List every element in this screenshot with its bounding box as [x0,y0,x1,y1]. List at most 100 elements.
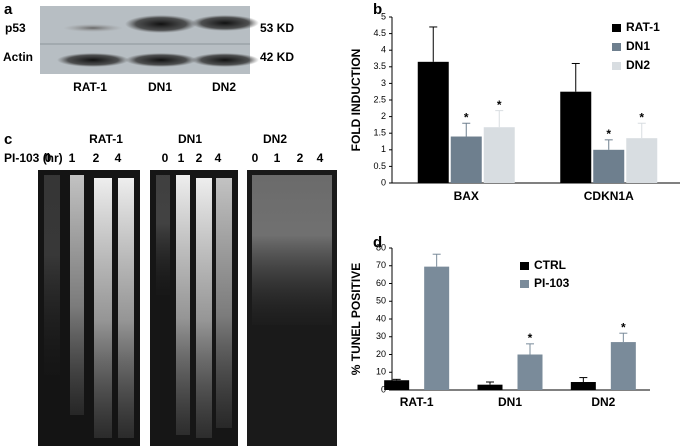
legend-swatch [612,62,621,70]
band [125,15,197,33]
band [57,53,129,67]
y-tick-label: 5 [381,11,386,21]
time-label: 4 [115,151,122,165]
y-tick-label: 2 [381,111,386,121]
significance-mark: * [528,331,533,345]
y-axis-label: FOLD INDUCTION [349,49,363,152]
x-tick-label: CDKN1A [584,189,634,203]
x-tick-label: DN2 [591,395,615,409]
y-tick-label: 70 [376,260,386,270]
time-label: 1 [178,151,185,165]
lane-label: DN1 [148,80,172,94]
time-label: 0 [162,151,169,165]
legend-swatch [612,24,621,32]
y-tick-label: 4.5 [373,28,386,38]
y-tick-label: 1.5 [373,128,386,138]
size-label: 42 KD [260,50,294,64]
time-label: 1 [69,151,76,165]
y-tick-label: 40 [376,313,386,323]
bar [417,61,449,183]
lane-label: RAT-1 [73,80,107,94]
y-tick-label: 0.5 [373,161,386,171]
time-label: 2 [196,151,203,165]
y-tick-label: 3.5 [373,61,386,71]
lane-label: DN2 [212,80,236,94]
lane-smear [118,178,134,438]
band [63,24,123,32]
legend-label: RAT-1 [626,20,660,34]
lane-smear [44,175,60,375]
y-tick-label: 1 [381,144,386,154]
time-label: 4 [317,151,324,165]
lane-smear [196,178,212,438]
group-label: RAT-1 [89,132,123,146]
x-tick-label: BAX [454,189,479,203]
legend-label: PI-103 [534,276,570,290]
lane-smear [252,175,332,325]
panel-label: c [4,131,12,148]
y-tick-label: 30 [376,331,386,341]
gel: c RAT-1 DN1 DN2 PI-103 (hr) [4,131,337,446]
time-label: 1 [274,151,281,165]
western-blot: a p53 Actin 53 KD 42 KD RAT-1 DN1 DN2 [3,1,294,94]
group-label: DN1 [178,132,202,146]
legend-swatch [612,43,621,51]
x-tick-label: DN1 [498,395,522,409]
lane-smear [70,175,84,415]
panel-label: a [4,1,13,18]
treatment-label: PI-103 (hr) [4,151,63,165]
time-label: 4 [215,151,222,165]
bar-chart: b FOLD INDUCTION 0 0.5 1 1.5 2 2.5 3 3.5 4 4.5 5 BAX C… [349,1,680,203]
y-tick-label: 10 [376,367,386,377]
significance-mark: * [621,320,626,334]
bar [517,354,543,390]
significance-mark: * [606,127,611,141]
time-label: 0 [252,151,259,165]
significance-mark: * [639,110,644,124]
time-label: 2 [297,151,304,165]
lane-smear [176,175,190,435]
bar [384,380,410,390]
bar [610,342,636,390]
legend-swatch [520,280,529,288]
group-label: DN2 [263,132,287,146]
size-label: 53 KD [260,21,294,35]
y-tick-label: 20 [376,349,386,359]
y-tick-label: 50 [376,296,386,306]
band [125,53,197,67]
row-label: Actin [3,50,33,64]
y-tick-label: 3 [381,78,386,88]
bar [483,127,515,183]
legend-label: CTRL [534,258,566,272]
lane-smear [156,175,170,295]
legend-label: DN1 [626,39,650,53]
band [191,53,259,67]
row-label: p53 [5,21,26,35]
x-tick-label: RAT-1 [400,395,434,409]
time-label: 2 [93,151,100,165]
bar [424,266,450,390]
y-tick-label: 0 [381,177,386,187]
significance-mark: * [464,110,469,124]
panel-label: d [373,234,382,251]
bar [477,384,503,390]
bar-chart: d % TUNEL POSITIVE 0 10 20 30 40 50 60 70 80 RAT-1 D… [349,234,650,409]
time-label: 0 [45,151,52,165]
bar [560,91,592,183]
bar [626,138,658,183]
legend-label: DN2 [626,58,650,72]
legend-swatch [520,262,529,270]
y-axis-label: % TUNEL POSITIVE [349,263,363,375]
bar [593,149,625,183]
y-tick-label: 80 [376,242,386,252]
lane-smear [216,178,232,428]
panel-label: b [373,1,382,18]
significance-mark: * [497,98,502,112]
y-tick-label: 4 [381,45,386,55]
y-tick-label: 0 [381,384,386,394]
lane-smear [94,178,112,438]
bar [450,136,482,183]
y-tick-label: 2.5 [373,94,386,104]
bar [570,382,596,390]
